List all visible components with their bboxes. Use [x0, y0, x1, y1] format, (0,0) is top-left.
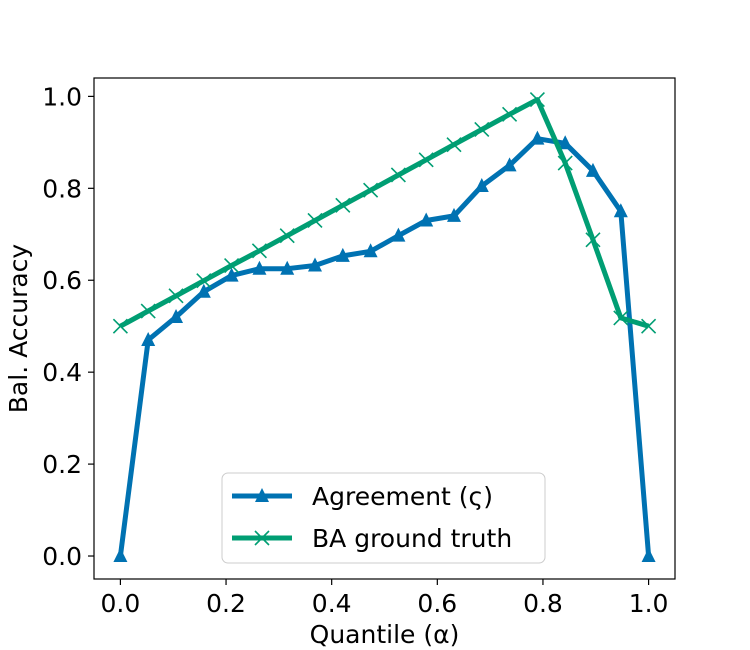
x-tick-label: 0.0	[101, 589, 141, 618]
x-tick-label: 1.0	[629, 589, 669, 618]
point-x	[307, 212, 323, 229]
legend-box	[221, 472, 546, 564]
point-triangle	[641, 548, 656, 563]
point-x	[363, 182, 379, 198]
ticks: 0.0 0.2 0.4 0.6 0.8 1.0 0.0 0.2 0.4 0.6 0.8 1.0	[42, 82, 668, 618]
x-axis-label: Quantile (α)	[310, 620, 460, 649]
x-tick-label: 0.6	[417, 589, 457, 618]
legend-triangle-marker	[255, 488, 269, 502]
point-triangle	[530, 130, 545, 145]
point-triangle	[474, 178, 489, 193]
series-line-0	[117, 136, 652, 557]
point-x	[251, 243, 267, 259]
point-x	[529, 92, 545, 108]
point-triangle	[363, 243, 378, 258]
x-tick-label: 0.8	[523, 589, 563, 618]
x-tick-label: 0.2	[206, 589, 246, 618]
point-x	[168, 288, 184, 304]
point-triangle	[224, 267, 239, 282]
y-tick-label: 0.4	[42, 358, 82, 387]
point-triangle	[585, 162, 600, 177]
point-x	[390, 167, 406, 183]
point-triangle	[196, 283, 211, 298]
point-triangle	[252, 260, 267, 275]
point-x	[335, 197, 351, 213]
point-x	[140, 303, 156, 319]
point-triangle	[307, 257, 322, 272]
y-axis-label: Bal. Accuracy	[4, 244, 33, 414]
series	[112, 92, 657, 563]
point-triangle	[113, 548, 128, 563]
point-triangle	[447, 207, 462, 222]
x-tick-label: 0.4	[312, 589, 352, 618]
legend-x-marker	[254, 530, 270, 546]
point-x	[279, 228, 295, 244]
series-line-1	[119, 97, 650, 329]
point-x	[196, 273, 212, 289]
legend: Agreement (ς) BA ground truth	[221, 472, 546, 564]
point-triangle	[280, 260, 295, 275]
y-tick-label: 0.0	[42, 542, 82, 571]
y-tick-label: 1.0	[42, 82, 82, 111]
point-x	[585, 232, 601, 248]
y-tick-label: 0.8	[42, 174, 82, 203]
point-x	[502, 106, 518, 122]
point-x	[418, 152, 434, 168]
point-x	[112, 318, 128, 334]
point-x	[446, 137, 462, 153]
point-x	[641, 318, 657, 334]
plot-frame	[93, 77, 676, 580]
point-x	[557, 155, 573, 171]
point-triangle	[391, 227, 406, 242]
point-triangle	[169, 309, 184, 324]
legend-label-ground-truth: BA ground truth	[312, 524, 512, 553]
point-triangle	[419, 212, 434, 227]
point-x	[224, 257, 240, 274]
point-triangle	[558, 135, 573, 150]
point-x	[474, 121, 490, 138]
y-tick-label: 0.2	[42, 450, 82, 479]
point-triangle	[613, 203, 628, 218]
point-x	[613, 310, 629, 326]
y-tick-label: 0.6	[42, 266, 82, 295]
point-triangle	[141, 331, 156, 346]
point-triangle	[335, 247, 350, 262]
point-triangle	[502, 157, 517, 172]
legend-label-agreement: Agreement (ς)	[312, 482, 493, 511]
